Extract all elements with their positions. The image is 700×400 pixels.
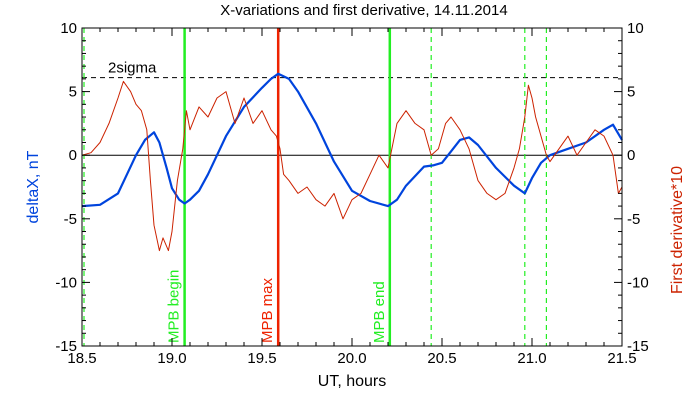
y-tick-label-2: 0 bbox=[69, 147, 77, 164]
sigma-label: 2sigma bbox=[108, 60, 157, 77]
chart-title: X-variations and first derivative, 14.11… bbox=[220, 2, 507, 19]
x-tick-label-0: 18.5 bbox=[67, 350, 96, 367]
y-tick-label-5: -15 bbox=[55, 338, 77, 355]
y2-tick-label-2: 0 bbox=[627, 147, 635, 164]
marker-label-1: MPB max bbox=[259, 277, 276, 343]
x-tick-label-4: 20.5 bbox=[427, 350, 456, 367]
y-tick-label-4: -10 bbox=[55, 274, 77, 291]
x-tick-label-1: 19.0 bbox=[157, 350, 186, 367]
plot-frame bbox=[81, 27, 623, 347]
y2-axis-label: First derivative*10 bbox=[669, 166, 686, 294]
series-line-1 bbox=[81, 80, 623, 252]
y-tick-label-1: 5 bbox=[69, 84, 77, 101]
y-axis-label: deltaX, nT bbox=[25, 150, 42, 223]
y-tick-label-3: -5 bbox=[64, 211, 77, 228]
x-tick-label-2: 19.5 bbox=[247, 350, 276, 367]
x-tick-label-5: 21.0 bbox=[517, 350, 546, 367]
marker-label-2: MPB end bbox=[371, 281, 388, 343]
y2-tick-label-1: 5 bbox=[627, 84, 635, 101]
y2-tick-label-3: -5 bbox=[627, 211, 640, 228]
y2-tick-label-4: -10 bbox=[627, 274, 649, 291]
curves bbox=[81, 72, 623, 252]
x-axis-label: UT, hours bbox=[318, 373, 386, 390]
marker-lines: 2sigma MPB begin MPB max MPB end bbox=[82, 28, 622, 346]
axis-ticks: 18.5 19.0 19.5 20.0 20.5 21.0 21.5 10 5 0 -5 -10 -15… bbox=[55, 20, 648, 367]
marker-label-0: MPB begin bbox=[166, 270, 183, 343]
x-tick-label-3: 20.0 bbox=[337, 350, 366, 367]
y2-tick-label-5: -15 bbox=[627, 338, 649, 355]
x-tick-label-6: 21.5 bbox=[607, 350, 636, 367]
y-tick-label-0: 10 bbox=[60, 20, 77, 37]
y2-tick-label-0: 10 bbox=[627, 20, 644, 37]
series-line-0 bbox=[81, 72, 623, 208]
